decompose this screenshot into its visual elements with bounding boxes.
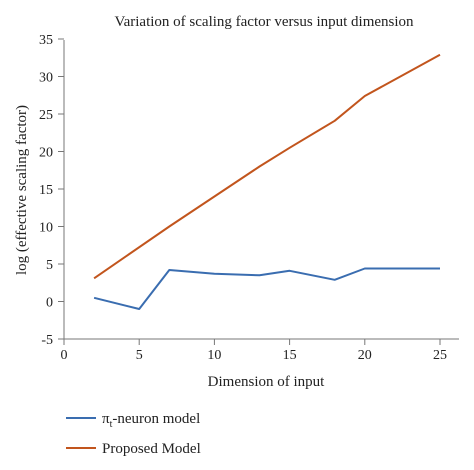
y-tick-label: 15: [39, 183, 53, 198]
x-tick-label: 5: [136, 348, 143, 363]
x-tick-label: 15: [283, 348, 297, 363]
x-ticks: 0 5 10 15 20 25: [61, 339, 447, 363]
y-tick-label: 10: [39, 221, 53, 236]
y-tick-label: 25: [39, 108, 53, 123]
series-line-proposed-model: [93, 53, 441, 280]
x-axis-label: Dimension of input: [208, 374, 325, 390]
x-tick-label: 10: [207, 348, 221, 363]
legend-label-proposed-model: Proposed Model: [102, 441, 201, 457]
plot-area: -5 0 5 10 15 20 25 30 35 0 5 10 15 20 25: [39, 33, 459, 363]
legend: πt-neuron model Proposed Model: [66, 411, 201, 457]
series-line-pi-neuron: [93, 267, 440, 310]
y-axis-label: log (effective scaling factor): [14, 105, 30, 275]
y-tick-label: 0: [46, 296, 53, 311]
legend-item-pi-neuron: πt-neuron model: [66, 411, 200, 430]
x-tick-label: 25: [433, 348, 447, 363]
y-tick-label: -5: [41, 333, 53, 348]
y-tick-label: 5: [46, 258, 53, 273]
y-tick-label: 30: [39, 71, 53, 86]
y-tick-label: 35: [39, 33, 53, 48]
legend-item-proposed-model: Proposed Model: [66, 441, 201, 457]
series-lines: [93, 53, 441, 310]
y-tick-label: 20: [39, 146, 53, 161]
x-tick-label: 20: [358, 348, 372, 363]
x-tick-label: 0: [61, 348, 68, 363]
y-ticks: -5 0 5 10 15 20 25 30 35: [39, 33, 64, 348]
legend-label-pi-neuron: πt-neuron model: [102, 411, 200, 430]
chart-title: Variation of scaling factor versus input…: [114, 14, 414, 30]
